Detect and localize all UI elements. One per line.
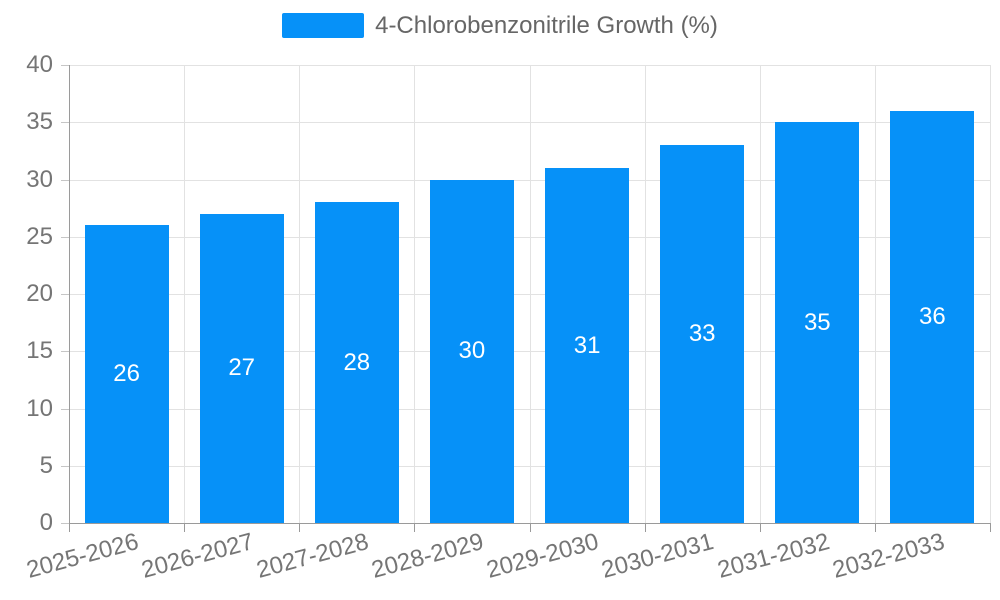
x-axis-tick xyxy=(184,524,186,532)
bar[interactable]: 28 xyxy=(314,202,399,523)
bar[interactable]: 27 xyxy=(199,213,284,523)
bar-value-label: 36 xyxy=(919,302,946,330)
y-axis-tick xyxy=(61,351,69,353)
bar[interactable]: 35 xyxy=(775,122,860,524)
legend-label: 4-Chlorobenzonitrile Growth (%) xyxy=(375,12,718,39)
x-gridline xyxy=(299,65,301,523)
y-axis-label: 0 xyxy=(39,509,53,536)
x-axis-tick xyxy=(759,524,761,532)
x-axis-tick xyxy=(299,524,301,532)
y-axis-tick xyxy=(61,179,69,181)
y-axis-label: 30 xyxy=(26,165,53,193)
x-gridline xyxy=(184,65,186,523)
bar-value-label: 27 xyxy=(228,354,256,382)
y-axis-label: 40 xyxy=(26,51,53,78)
x-axis-tick xyxy=(874,524,876,532)
x-gridline xyxy=(644,65,646,523)
bar[interactable]: 33 xyxy=(660,145,745,523)
bar-value-label: 33 xyxy=(688,320,716,348)
y-axis-label: 25 xyxy=(26,222,53,250)
y-axis-tick xyxy=(61,65,69,66)
x-gridline xyxy=(874,65,876,523)
x-axis-label: 2028-2029 xyxy=(368,528,487,584)
bar[interactable]: 30 xyxy=(429,179,514,523)
x-axis-label: 2029-2030 xyxy=(483,528,602,584)
bar-value-label: 30 xyxy=(458,337,486,365)
y-axis-label: 10 xyxy=(26,394,53,422)
y-axis-tick xyxy=(61,122,69,124)
x-axis-label: 2031-2032 xyxy=(714,528,833,584)
legend-item[interactable]: 4-Chlorobenzonitrile Growth (%) xyxy=(0,13,1000,38)
x-axis-label: 2032-2033 xyxy=(829,528,948,584)
x-axis-tick xyxy=(644,524,646,532)
bar-value-label: 28 xyxy=(343,348,371,376)
x-gridline xyxy=(759,65,761,523)
x-axis-label: 2030-2031 xyxy=(599,528,717,584)
x-axis-tick xyxy=(69,524,70,532)
y-axis-tick xyxy=(61,236,69,238)
y-axis-label: 5 xyxy=(39,451,53,479)
bar[interactable]: 36 xyxy=(890,110,975,523)
x-axis-label: 2026-2027 xyxy=(138,528,257,584)
y-axis-tick xyxy=(61,408,69,410)
y-axis-tick xyxy=(61,294,69,295)
x-axis-label: 2027-2028 xyxy=(253,528,372,584)
bar[interactable]: 26 xyxy=(84,225,169,523)
y-axis-line xyxy=(69,65,70,524)
x-gridline xyxy=(414,65,416,523)
legend-swatch xyxy=(282,13,365,38)
y-axis-tick xyxy=(61,465,69,467)
x-axis-tick xyxy=(414,524,416,532)
x-gridline xyxy=(990,65,991,523)
x-axis-tick xyxy=(529,524,531,532)
x-axis-line xyxy=(69,523,991,524)
bar[interactable]: 31 xyxy=(545,168,630,523)
bar-value-label: 26 xyxy=(113,360,140,388)
bar-value-label: 35 xyxy=(803,308,831,336)
y-axis-label: 15 xyxy=(26,337,53,365)
x-gridline xyxy=(529,65,531,523)
y-axis-tick xyxy=(61,523,69,524)
bar-value-label: 31 xyxy=(573,331,601,359)
x-axis-tick xyxy=(990,524,991,532)
y-axis-label: 20 xyxy=(26,280,53,307)
y-axis-label: 35 xyxy=(26,108,53,136)
